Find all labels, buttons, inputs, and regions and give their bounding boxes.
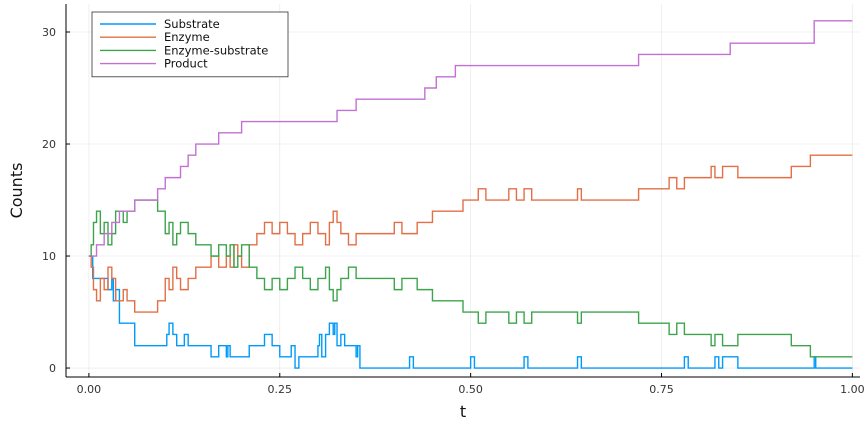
- legend-label: Enzyme-substrate: [164, 43, 268, 57]
- y-tick-label: 10: [42, 250, 56, 263]
- x-axis-label: t: [460, 402, 466, 421]
- y-axis-label: Counts: [7, 163, 26, 219]
- x-tick-label: 0.25: [268, 383, 293, 396]
- tick-labels: 0.00 0.25 0.50 0.75 1.00 0 10 20 30: [42, 26, 865, 396]
- legend-box: [91, 11, 289, 78]
- legend-label: Enzyme: [164, 30, 210, 44]
- series-line-product: [88, 20, 853, 257]
- series-line-enzyme: [88, 154, 853, 313]
- axes: [65, 4, 860, 378]
- x-tick-label: 0.00: [77, 383, 102, 396]
- y-tick-label: 30: [42, 26, 56, 39]
- legend-label: Substrate: [164, 17, 220, 31]
- x-tick-label: 0.75: [649, 383, 674, 396]
- legend-label: Product: [164, 57, 208, 71]
- y-tick-label: 20: [42, 138, 56, 151]
- y-tick-label: 0: [49, 362, 56, 375]
- series-line-substrate: [88, 255, 853, 369]
- series-layer: [88, 20, 853, 369]
- x-tick-label: 0.50: [458, 383, 483, 396]
- x-tick-label: 1.00: [840, 383, 865, 396]
